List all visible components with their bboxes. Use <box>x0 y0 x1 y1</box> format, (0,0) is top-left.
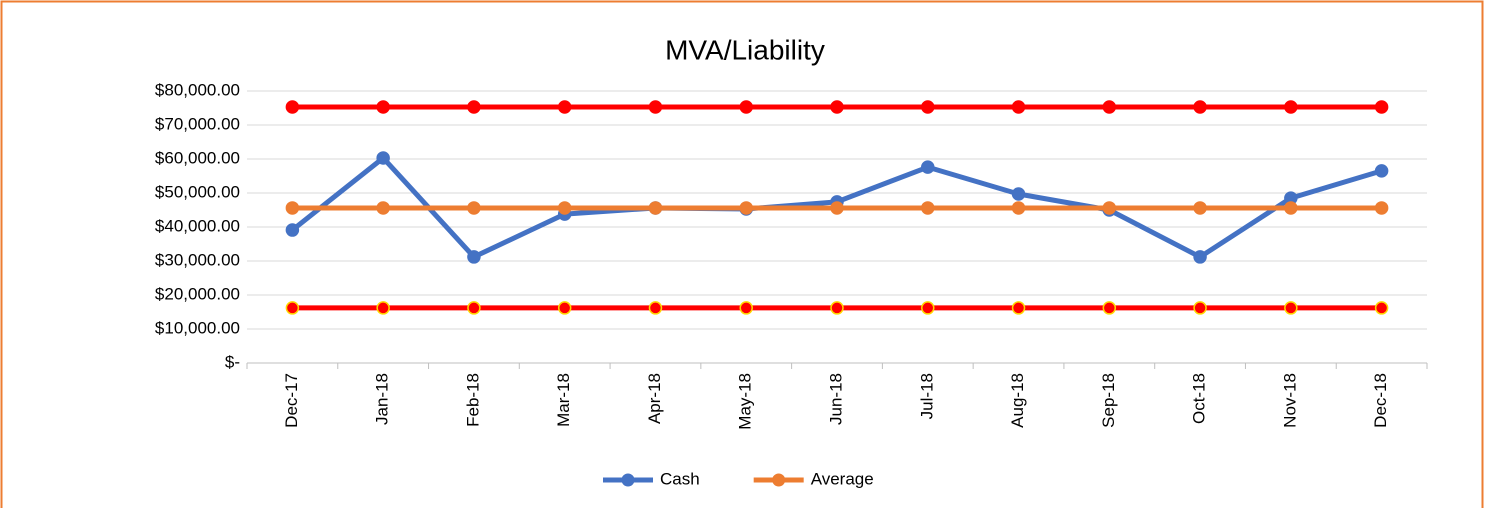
y-tick-label: $10,000.00 <box>155 318 240 337</box>
series-marker <box>467 301 481 315</box>
series-marker <box>921 301 935 315</box>
series-marker <box>1374 201 1389 215</box>
chart-title: MVA/Liability <box>665 34 825 65</box>
y-tick-label: $- <box>225 352 240 371</box>
y-tick-label: $70,000.00 <box>155 114 240 133</box>
series-marker <box>285 201 300 215</box>
legend-label: Cash <box>660 469 700 488</box>
series-marker <box>557 301 572 315</box>
series-marker <box>1284 100 1298 114</box>
series-marker <box>1193 100 1207 114</box>
y-tick-label: $80,000.00 <box>155 80 240 99</box>
x-tick-label: Mar-18 <box>554 373 573 427</box>
series-marker <box>557 100 572 114</box>
x-tick-label: Jul-18 <box>917 373 936 419</box>
series-marker <box>557 201 572 215</box>
x-tick-label: Dec-17 <box>282 373 301 428</box>
series-marker <box>1374 164 1389 178</box>
x-tick-label: Dec-18 <box>1371 373 1390 428</box>
series-marker <box>1193 201 1207 215</box>
series-marker <box>921 201 935 215</box>
series-marker <box>830 301 844 315</box>
series-marker <box>739 201 753 215</box>
series-marker <box>1374 301 1389 315</box>
x-tick-label: Sep-18 <box>1099 373 1118 428</box>
series-marker <box>1284 201 1298 215</box>
series-marker <box>648 201 663 215</box>
series-marker <box>467 100 481 114</box>
series-marker <box>830 201 844 215</box>
series-marker <box>1193 301 1207 315</box>
series-marker <box>285 223 300 237</box>
series-marker <box>739 301 753 315</box>
series-marker <box>1102 201 1117 215</box>
x-tick-label: Jun-18 <box>826 373 845 425</box>
legend-marker <box>621 473 635 487</box>
x-tick-label: May-18 <box>736 373 755 430</box>
series-marker <box>1102 100 1117 114</box>
series-marker <box>1193 250 1207 264</box>
y-tick-label: $60,000.00 <box>155 148 240 167</box>
series-marker <box>285 100 300 114</box>
series-marker <box>648 301 663 315</box>
series-marker <box>921 160 935 174</box>
series-marker <box>648 100 663 114</box>
series-marker <box>376 100 390 114</box>
series-marker <box>376 201 390 215</box>
x-tick-label: Apr-18 <box>645 373 664 424</box>
series-marker <box>739 100 753 114</box>
series-marker <box>921 100 935 114</box>
series-marker <box>1011 100 1026 114</box>
series-marker <box>830 100 844 114</box>
series-marker <box>376 151 390 165</box>
series-marker <box>1284 301 1298 315</box>
series-marker <box>467 250 481 264</box>
y-tick-label: $20,000.00 <box>155 284 240 303</box>
legend-label: Average <box>811 469 874 488</box>
x-tick-label: Aug-18 <box>1008 373 1027 428</box>
series-marker <box>1374 100 1389 114</box>
series-marker <box>376 301 390 315</box>
x-tick-label: Jan-18 <box>373 373 392 425</box>
y-tick-label: $50,000.00 <box>155 182 240 201</box>
series-marker <box>1011 201 1026 215</box>
series-marker <box>467 201 481 215</box>
y-tick-label: $30,000.00 <box>155 250 240 269</box>
x-tick-label: Nov-18 <box>1280 373 1299 428</box>
series-marker <box>285 301 300 315</box>
x-tick-label: Feb-18 <box>463 373 482 427</box>
y-tick-label: $40,000.00 <box>155 216 240 235</box>
x-tick-label: Oct-18 <box>1190 373 1209 424</box>
series-marker <box>1011 301 1026 315</box>
legend-marker <box>772 473 786 487</box>
series-marker <box>1011 187 1026 201</box>
series-marker <box>1102 301 1117 315</box>
